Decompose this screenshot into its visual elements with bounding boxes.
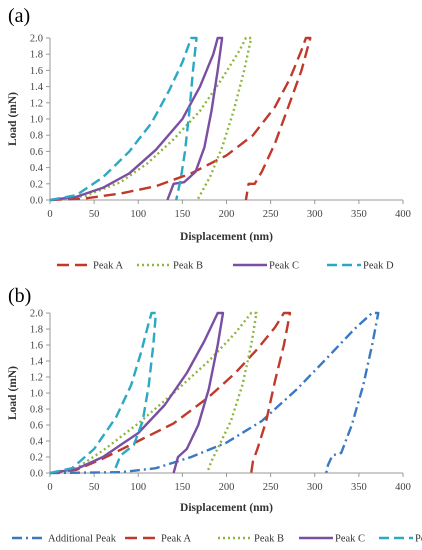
- legend-item: Peak D: [327, 261, 394, 272]
- x-tick-label: 50: [89, 482, 100, 493]
- x-tick-label: 200: [219, 209, 235, 220]
- x-axis-title: Displacement (nm): [180, 231, 273, 243]
- y-tick-label: 1.0: [30, 389, 43, 400]
- y-tick-label: 1.8: [30, 325, 43, 336]
- panel-label: (a): [8, 5, 30, 27]
- legend-item: Additional Peak: [12, 534, 117, 545]
- series-line-peak-c: [49, 311, 225, 475]
- legend-item: Peak A: [125, 534, 191, 545]
- x-tick-label: 50: [89, 209, 100, 220]
- legend-label: Additional Peak: [48, 534, 117, 545]
- x-tick-label: 300: [307, 482, 323, 493]
- legend-item: Peak B: [137, 261, 203, 272]
- y-tick-label: 1.2: [30, 373, 43, 384]
- x-tick-label: 400: [395, 482, 411, 493]
- legend-label: Peak C: [269, 261, 299, 272]
- x-tick-label: 400: [395, 209, 411, 220]
- x-tick-label: 0: [47, 482, 52, 493]
- panel-label: (b): [8, 285, 31, 307]
- y-tick-label: 1.6: [30, 66, 43, 77]
- legend-label: Peak A: [93, 261, 123, 272]
- y-axis-title: Load (mN): [7, 366, 19, 420]
- x-tick-label: 250: [263, 482, 279, 493]
- y-tick-label: 1.0: [30, 115, 43, 126]
- series-line-peak-a: [49, 36, 312, 202]
- y-tick-label: 0.8: [30, 405, 43, 416]
- x-tick-label: 250: [263, 209, 279, 220]
- series-line-peak-b: [49, 36, 253, 202]
- x-tick-label: 150: [175, 482, 191, 493]
- series-line-peak-d: [49, 311, 158, 475]
- chart-panel-b: (b) 0 50 100 150 200 250 300 350 400 0.0 0.2 0.4 0.6 0…: [7, 285, 422, 545]
- legend-item: Peak C: [233, 261, 299, 272]
- series-line-peak-d: [49, 36, 198, 202]
- x-tick-label: 350: [351, 482, 367, 493]
- y-tick-label: 1.4: [30, 82, 44, 93]
- y-tick-label: 1.8: [30, 50, 43, 61]
- y-tick-label: 0.6: [30, 147, 43, 158]
- y-tick-label: 0.0: [30, 469, 43, 480]
- legend-item: Peak D: [379, 534, 422, 545]
- legend-item: Peak C: [299, 534, 365, 545]
- x-tick-label: 150: [175, 209, 191, 220]
- y-tick-label: 0.8: [30, 131, 43, 142]
- legend-label: Peak B: [173, 261, 203, 272]
- y-tick-label: 1.4: [30, 357, 44, 368]
- legend-label: Peak D: [415, 534, 422, 545]
- x-tick-label: 300: [307, 209, 323, 220]
- legend-label: Peak D: [363, 261, 394, 272]
- y-tick-label: 0.0: [30, 196, 43, 207]
- legend-item: Peak B: [218, 534, 284, 545]
- y-tick-label: 1.2: [30, 98, 43, 109]
- x-tick-label: 0: [47, 209, 52, 220]
- y-tick-label: 2.0: [30, 309, 43, 320]
- series-line-peak-b: [49, 311, 258, 475]
- legend-label: Peak A: [161, 534, 191, 545]
- chart-panel-a: (a) 0 50 100 150 200 250 300 350 400 0.0 0.2 0.4 0.6 0…: [7, 5, 411, 272]
- x-tick-label: 100: [130, 209, 146, 220]
- y-tick-label: 0.2: [30, 179, 43, 190]
- series-line-peak-a: [49, 311, 292, 475]
- x-tick-label: 350: [351, 209, 367, 220]
- y-tick-label: 0.4: [30, 163, 44, 174]
- y-tick-label: 0.6: [30, 421, 43, 432]
- y-axis-title: Load (mN): [7, 92, 19, 146]
- legend-label: Peak C: [335, 534, 365, 545]
- y-tick-label: 2.0: [30, 34, 43, 45]
- y-tick-label: 1.6: [30, 341, 43, 352]
- x-axis-title: Displacement (nm): [180, 502, 273, 514]
- legend-label: Peak B: [254, 534, 284, 545]
- y-tick-label: 0.4: [30, 437, 44, 448]
- legend-item: Peak A: [57, 261, 123, 272]
- x-tick-label: 100: [130, 482, 146, 493]
- series-line-additional-peak: [49, 311, 380, 475]
- x-tick-label: 200: [219, 482, 235, 493]
- series-line-peak-c: [49, 36, 224, 202]
- y-tick-label: 0.2: [30, 453, 43, 464]
